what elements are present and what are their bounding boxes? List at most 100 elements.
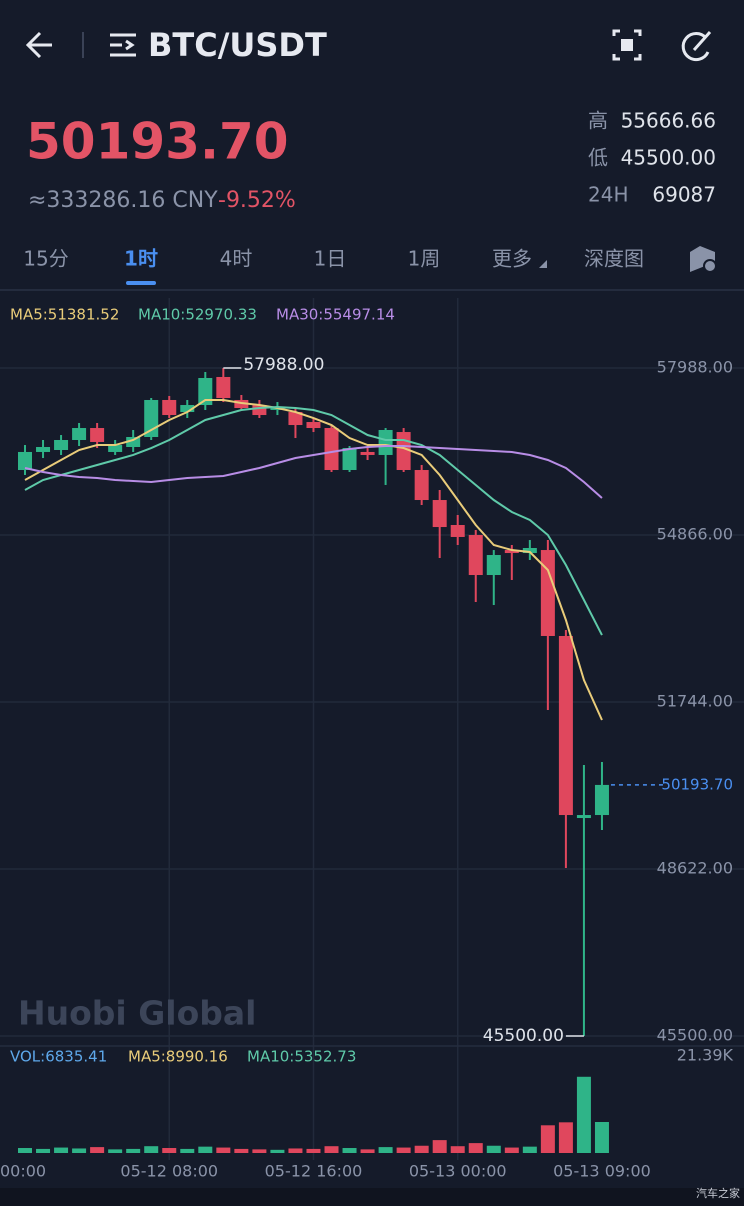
candle-body: [288, 412, 303, 426]
volume-bar: [90, 1147, 105, 1153]
candle-body: [198, 378, 213, 406]
legend-entry: MA30:55497.14: [276, 306, 395, 324]
tab[interactable]: 1日: [314, 247, 347, 271]
candle-body: [252, 405, 267, 416]
candle-body: [594, 784, 609, 816]
candle-body: [234, 399, 249, 409]
candle-body: [414, 470, 429, 501]
candle-body: [162, 399, 177, 416]
volume-bar: [288, 1148, 303, 1153]
volume-legend: MA10:5352.73: [247, 1048, 356, 1066]
settings-icon[interactable]: [690, 246, 715, 272]
volume-bar: [450, 1146, 465, 1153]
candle-body: [432, 500, 447, 528]
candle-body: [558, 635, 573, 816]
x-tick-label: 05-12 08:00: [120, 1162, 218, 1181]
volume-bar: [540, 1125, 555, 1153]
volume-bar: [198, 1146, 213, 1153]
ma-line: [24, 405, 603, 636]
candle-body: [522, 547, 537, 554]
pair-title: BTC/USDT: [148, 26, 327, 64]
stat-value: 45500.00: [621, 146, 716, 170]
candle-body: [18, 451, 32, 471]
volume-bar: [558, 1122, 573, 1153]
volume-bar: [36, 1148, 51, 1153]
volume-bar: [306, 1148, 321, 1153]
x-tick-label: 05-13 00:00: [409, 1162, 507, 1181]
cny-price: ≈333286.16 CNY: [28, 188, 218, 213]
stat-label: 低: [588, 146, 608, 170]
volume-bar: [468, 1143, 483, 1153]
volume-bar: [594, 1122, 609, 1153]
candle-body: [108, 445, 123, 452]
tab[interactable]: 深度图: [584, 247, 644, 271]
volume-bar: [234, 1148, 249, 1153]
volume-bar: [216, 1147, 231, 1153]
volume-bar: [576, 1076, 591, 1153]
chart: 00:00 05-12 08:00 05-12 16:00 05-13 00:00 05…: [0, 298, 744, 1181]
tab[interactable]: 更多: [492, 247, 532, 271]
volume-bar: [396, 1147, 411, 1153]
scan-dot: [621, 39, 633, 51]
volume-bar: [252, 1149, 267, 1153]
refresh-needle: [692, 31, 712, 51]
y-tick-label: 48622.00: [657, 859, 733, 878]
volume-bar: [72, 1148, 87, 1153]
tabs: 15分 1时 4时 1日 1周 更多 深度图: [23, 247, 644, 285]
volume-bar: [504, 1147, 519, 1153]
candle-body: [144, 399, 159, 438]
candle-body: [126, 437, 141, 448]
corner-mark: 汽车之家: [696, 1186, 740, 1200]
dropdown-caret: [539, 260, 547, 268]
refresh-icon[interactable]: [681, 32, 710, 62]
y-tick-label: 54866.00: [657, 525, 733, 544]
tab[interactable]: 1周: [408, 247, 441, 271]
legend-entry: MA5:51381.52: [10, 306, 119, 324]
stat-value: 55666.66: [621, 109, 716, 133]
candle-body: [396, 432, 411, 471]
watermark: Huobi Global: [18, 994, 256, 1033]
ma-line: [24, 398, 603, 721]
menu-icon[interactable]: [110, 33, 136, 57]
low-label: 45500.00: [483, 1026, 564, 1046]
tab[interactable]: 15分: [23, 247, 68, 271]
candle-body: [540, 550, 555, 636]
volume-bar: [144, 1146, 159, 1153]
candle-body: [450, 524, 465, 537]
volume-bar: [342, 1148, 357, 1153]
candle-body: [504, 550, 519, 554]
candle-body: [576, 815, 591, 819]
tab[interactable]: 1时: [124, 247, 158, 271]
last-price: 50193.70: [26, 113, 289, 171]
change: -9.52%: [218, 188, 296, 213]
volume-bar: [108, 1149, 123, 1153]
volume-bar: [522, 1146, 537, 1153]
scan-icon[interactable]: [612, 29, 642, 61]
stat-label: 高: [588, 109, 608, 133]
volume-legend: VOL:6835.41: [10, 1048, 107, 1066]
candle-body: [216, 376, 231, 399]
tab[interactable]: 4时: [220, 247, 253, 271]
high-label: 57988.00: [243, 355, 324, 375]
volume-bar: [360, 1149, 375, 1153]
volume-bar: [270, 1149, 285, 1153]
x-tick-label: 00:00: [0, 1162, 46, 1181]
volume-tick-label: 21.39K: [677, 1046, 734, 1065]
settings-gear: [703, 259, 717, 273]
x-tick-label: 05-13 09:00: [553, 1162, 651, 1181]
volume-bar: [18, 1148, 32, 1153]
volume-bar: [126, 1148, 141, 1153]
volume-bar: [414, 1145, 429, 1153]
ma-line: [24, 444, 603, 499]
candle-body: [90, 428, 105, 442]
stat-label: 24H: [588, 183, 629, 207]
volume-bar: [162, 1148, 177, 1153]
legend-entry: MA10:52970.33: [138, 306, 257, 324]
volume-bar: [54, 1147, 69, 1153]
volume-bar: [324, 1146, 339, 1153]
back-icon[interactable]: [25, 31, 52, 59]
volume-bar: [432, 1140, 447, 1153]
volume-bar: [486, 1145, 501, 1153]
